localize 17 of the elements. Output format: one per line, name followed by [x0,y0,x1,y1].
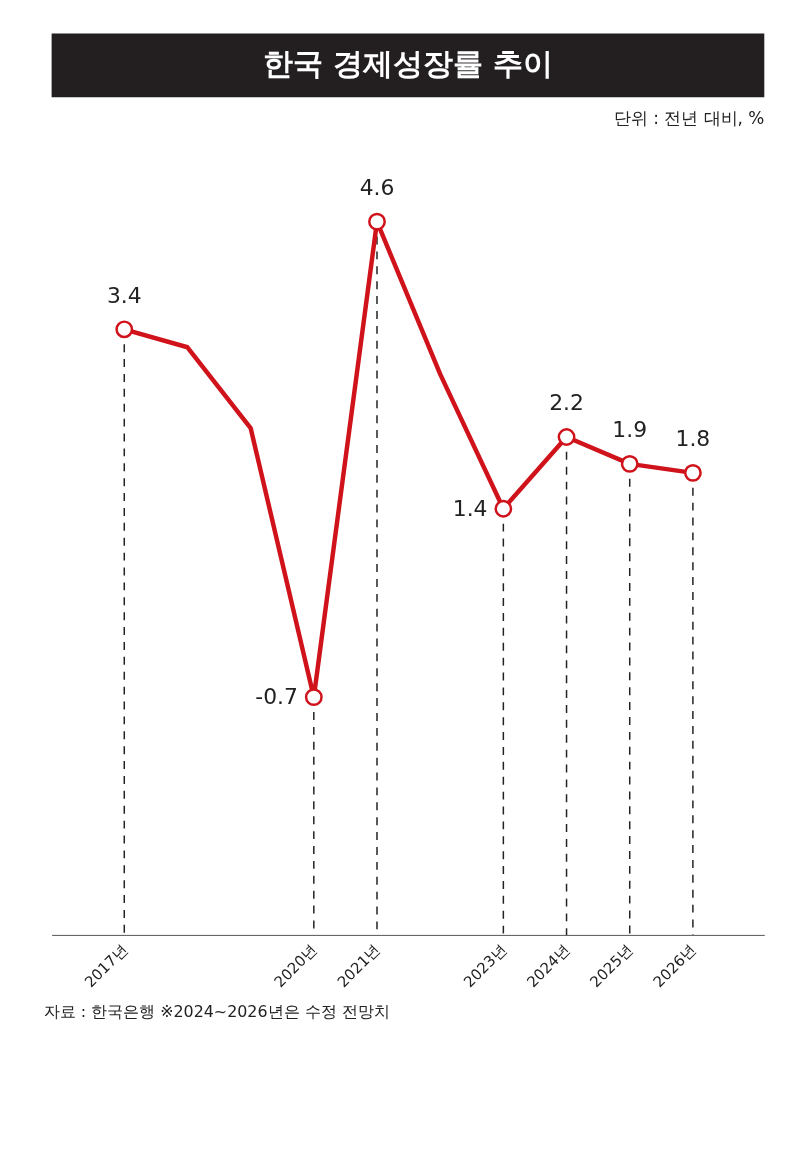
data-label: 2.2 [549,390,584,416]
point [683,463,702,482]
point [115,320,134,339]
data-label: 1.4 [452,495,488,521]
point [557,428,576,446]
point [620,454,639,473]
data-label: -0.7 [255,684,298,710]
point [368,212,386,231]
point [304,688,323,707]
data-label: 1.8 [675,426,711,452]
data-label: 4.6 [359,174,395,200]
text: 자료 : 한국은행 ※2024~2026년은 수정 전망치 [43,1002,390,1022]
chart-title: 한국 경제성장률 추이 [262,46,554,82]
chart-subtitle: 단위 : 전년 대비, % [613,107,765,128]
point [494,499,513,518]
data-label: 1.9 [612,417,648,443]
data-label: 3.4 [106,282,142,308]
